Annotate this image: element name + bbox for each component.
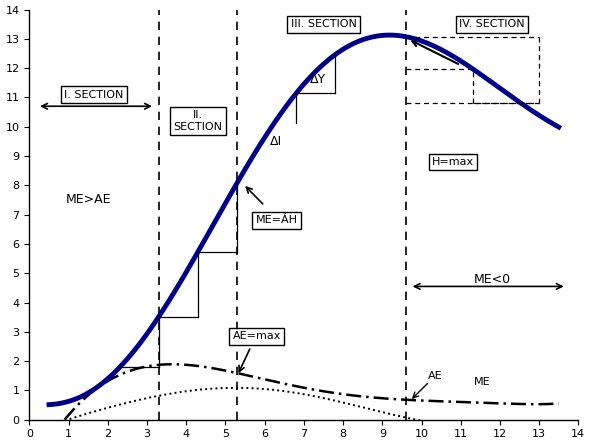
Text: ME>AE: ME>AE bbox=[66, 194, 111, 206]
Text: ΔI: ΔI bbox=[270, 135, 282, 148]
Text: I. SECTION: I. SECTION bbox=[64, 89, 124, 100]
Text: ΔY: ΔY bbox=[310, 73, 326, 86]
Text: H=max: H=max bbox=[432, 157, 474, 167]
Text: IV. SECTION: IV. SECTION bbox=[459, 19, 525, 29]
Text: AE: AE bbox=[428, 371, 443, 381]
Text: III. SECTION: III. SECTION bbox=[291, 19, 356, 29]
Text: ME=ÁH: ME=ÁH bbox=[255, 215, 297, 226]
Text: ME<0: ME<0 bbox=[473, 273, 511, 286]
Text: ME: ME bbox=[474, 376, 491, 387]
Text: II.
SECTION: II. SECTION bbox=[174, 110, 223, 132]
Text: AE=max: AE=max bbox=[233, 331, 281, 341]
